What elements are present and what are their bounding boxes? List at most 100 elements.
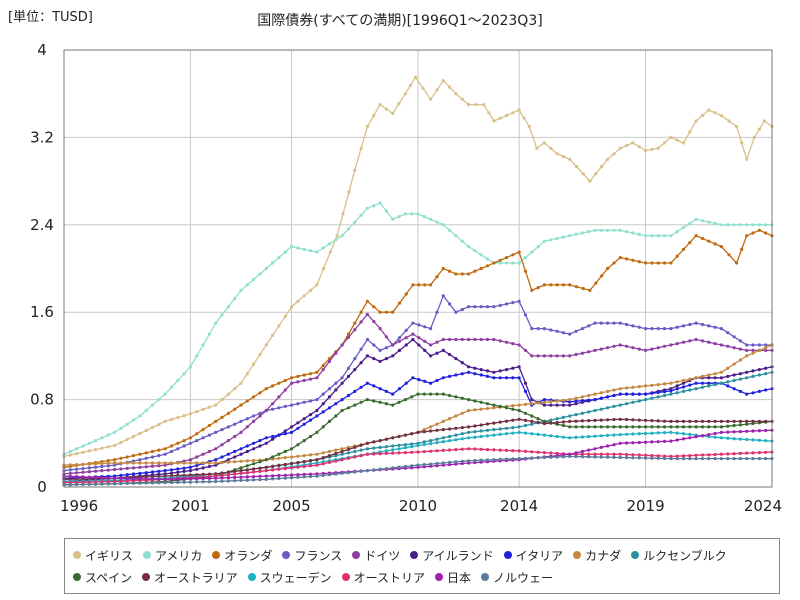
data-point bbox=[713, 111, 717, 115]
data-point bbox=[542, 239, 547, 243]
data-point bbox=[593, 447, 597, 451]
data-point bbox=[536, 456, 540, 460]
data-point bbox=[327, 473, 332, 477]
data-point bbox=[125, 481, 129, 485]
data-point bbox=[745, 343, 749, 347]
data-point bbox=[372, 440, 376, 444]
data-point bbox=[694, 217, 698, 221]
data-point bbox=[618, 256, 622, 260]
data-point bbox=[460, 396, 464, 400]
data-point bbox=[195, 477, 199, 481]
data-point bbox=[264, 266, 268, 271]
data-point bbox=[252, 475, 256, 479]
data-point bbox=[150, 481, 155, 485]
data-point bbox=[163, 481, 167, 485]
data-point bbox=[302, 460, 306, 464]
data-point bbox=[169, 461, 174, 465]
data-point bbox=[764, 388, 768, 392]
data-point bbox=[745, 457, 749, 461]
data-point bbox=[631, 346, 635, 350]
data-point bbox=[182, 466, 186, 470]
data-point bbox=[637, 399, 641, 403]
data-point bbox=[618, 452, 622, 456]
data-point bbox=[561, 235, 566, 239]
data-point bbox=[429, 354, 433, 358]
data-point bbox=[612, 152, 616, 156]
data-point bbox=[523, 431, 528, 435]
data-point bbox=[448, 302, 452, 306]
data-point bbox=[599, 347, 603, 351]
data-point bbox=[700, 425, 705, 429]
data-point bbox=[580, 449, 585, 454]
data-point bbox=[125, 473, 129, 477]
data-point bbox=[347, 190, 351, 194]
data-point bbox=[631, 231, 635, 235]
data-point bbox=[650, 347, 654, 351]
data-point bbox=[681, 385, 686, 389]
data-point bbox=[637, 325, 641, 329]
data-point bbox=[694, 453, 698, 457]
data-point bbox=[94, 462, 98, 466]
data-point bbox=[220, 461, 224, 465]
data-point bbox=[239, 466, 243, 470]
data-point bbox=[574, 329, 578, 333]
data-point bbox=[656, 425, 660, 429]
data-point bbox=[542, 422, 547, 426]
data-point bbox=[612, 417, 616, 422]
data-point bbox=[258, 439, 262, 443]
data-point bbox=[542, 354, 547, 358]
data-point bbox=[397, 348, 402, 352]
data-point bbox=[195, 410, 199, 414]
data-point bbox=[485, 406, 490, 411]
data-point bbox=[454, 462, 458, 466]
data-point bbox=[460, 461, 464, 466]
data-point bbox=[719, 381, 724, 385]
data-point bbox=[308, 459, 313, 463]
data-point bbox=[283, 467, 287, 471]
data-point bbox=[340, 398, 344, 402]
data-point bbox=[745, 370, 749, 374]
data-point bbox=[290, 305, 294, 309]
data-point bbox=[416, 465, 420, 469]
legend-label: フランス bbox=[294, 548, 343, 563]
data-point bbox=[334, 472, 338, 476]
data-point bbox=[473, 269, 477, 273]
data-point bbox=[131, 461, 136, 465]
data-point bbox=[561, 331, 566, 335]
data-point bbox=[353, 357, 357, 361]
data-point bbox=[119, 440, 123, 445]
data-point bbox=[694, 234, 698, 238]
data-point bbox=[593, 455, 597, 459]
data-point bbox=[707, 376, 711, 380]
data-point bbox=[707, 324, 711, 328]
data-point bbox=[182, 439, 186, 443]
data-point bbox=[245, 399, 249, 403]
data-point bbox=[580, 435, 585, 439]
data-point bbox=[681, 324, 686, 328]
data-point bbox=[656, 419, 660, 423]
legend-item: 日本 bbox=[435, 566, 471, 588]
data-point bbox=[334, 414, 338, 418]
data-point bbox=[517, 425, 521, 429]
data-point bbox=[625, 425, 629, 429]
data-point bbox=[359, 347, 363, 351]
data-point bbox=[233, 387, 237, 391]
data-point bbox=[258, 469, 262, 473]
data-point bbox=[740, 141, 744, 145]
data-point bbox=[176, 480, 180, 484]
data-point bbox=[308, 288, 313, 292]
data-point bbox=[264, 343, 268, 347]
legend-label: アメリカ bbox=[155, 548, 203, 563]
data-point bbox=[568, 425, 572, 429]
legend-swatch bbox=[73, 551, 81, 559]
data-point bbox=[346, 471, 351, 475]
data-point bbox=[144, 456, 148, 460]
data-point bbox=[327, 406, 332, 410]
data-point bbox=[100, 480, 104, 484]
data-point bbox=[707, 239, 711, 243]
data-point bbox=[593, 434, 597, 438]
data-point bbox=[100, 461, 104, 466]
data-point bbox=[423, 379, 427, 383]
data-point bbox=[429, 442, 433, 446]
data-point bbox=[467, 447, 471, 451]
